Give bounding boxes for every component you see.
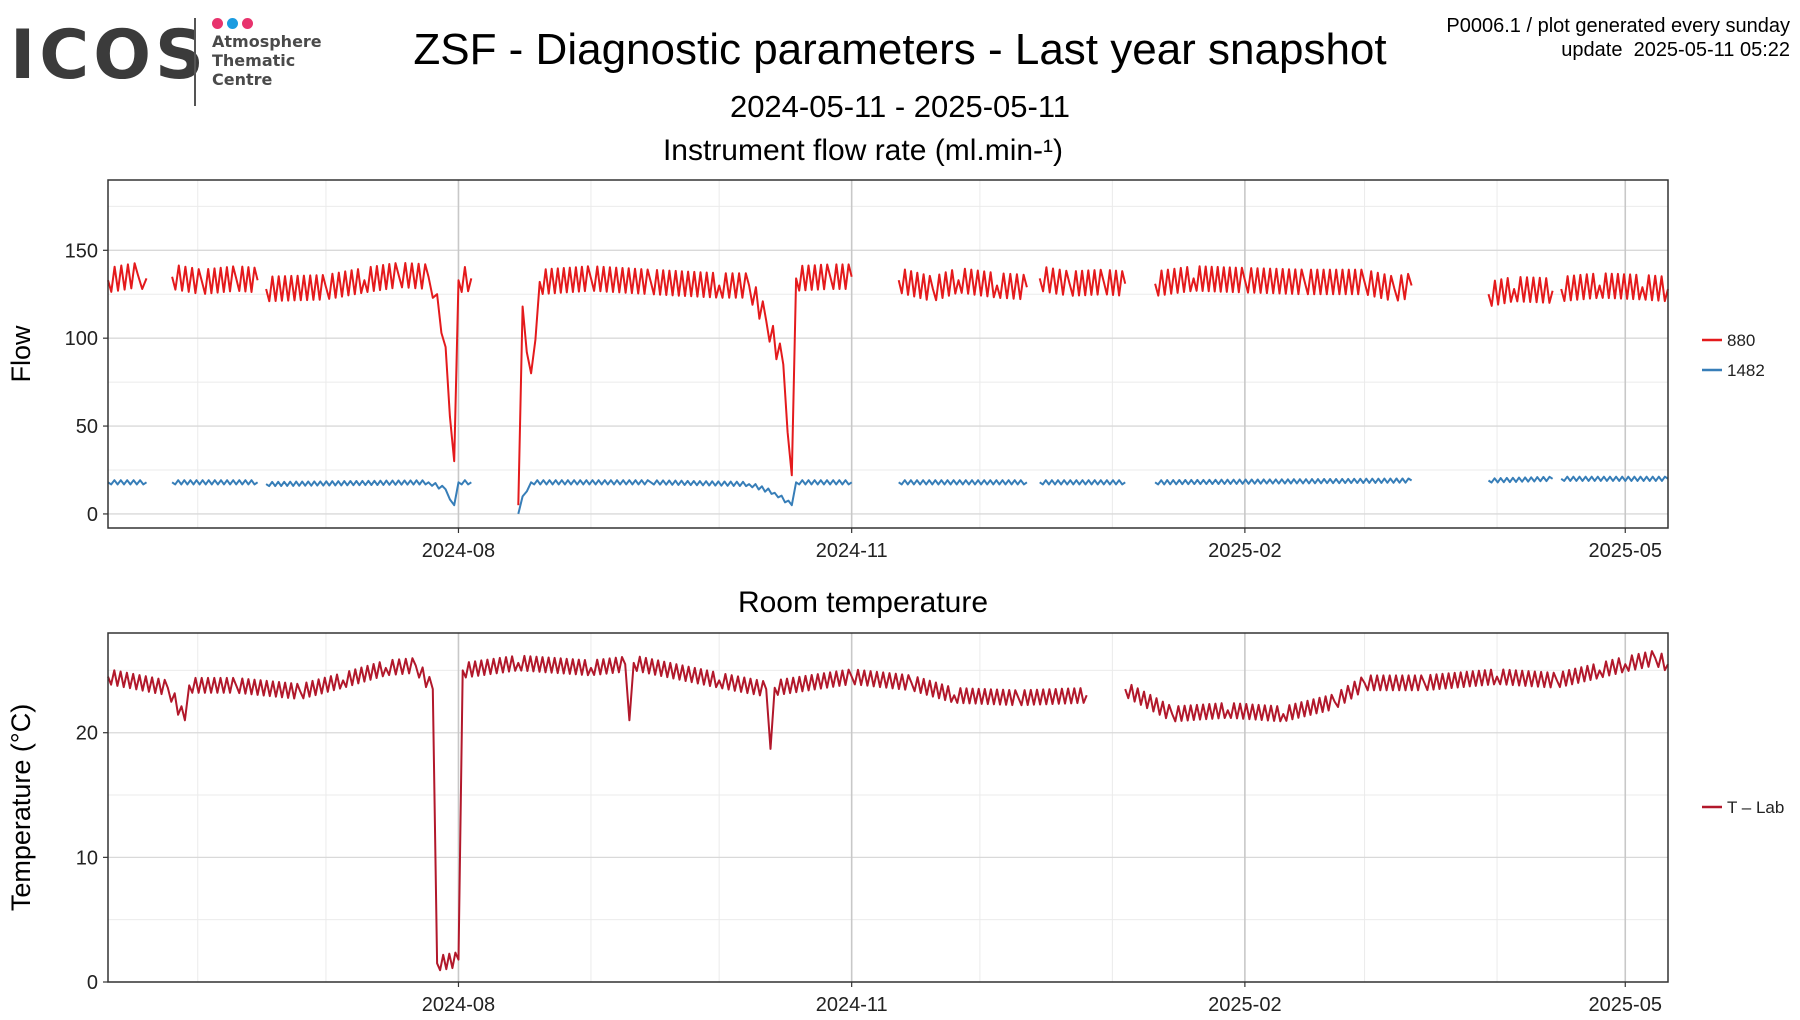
series-line	[1487, 276, 1554, 307]
logo-line: Thematic	[212, 51, 296, 70]
icos-logo: ICOS Atmosphere Thematic Centre	[10, 12, 340, 112]
series-line	[1560, 475, 1669, 482]
x-tick-label: 2024-08	[422, 540, 495, 562]
x-tick-label: 2025-02	[1208, 994, 1281, 1016]
series-line	[1039, 479, 1126, 486]
series-880	[107, 262, 1669, 506]
series-line	[171, 264, 259, 295]
series-line	[107, 262, 148, 293]
y-tick-label: 100	[65, 328, 98, 350]
logo-divider	[194, 18, 196, 106]
series-line	[897, 267, 1028, 302]
series-T-–-Lab	[107, 650, 1669, 972]
legend-label: 1482	[1727, 361, 1765, 380]
series-line	[1560, 272, 1669, 303]
x-tick-label: 2024-11	[816, 540, 888, 562]
x-tick-label: 2025-05	[1589, 540, 1662, 562]
date-range: 2024-05-11 - 2025-05-11	[729, 89, 1071, 124]
x-tick-label: 2024-11	[816, 994, 888, 1016]
plot-border	[107, 179, 1669, 529]
series-line	[898, 479, 1028, 486]
legend-label: 880	[1727, 331, 1755, 350]
plot-background	[108, 180, 1668, 528]
y-tick-label: 20	[76, 723, 98, 745]
x-tick-label: 2025-02	[1208, 540, 1281, 562]
y-axis-label: Temperature (°C)	[6, 704, 36, 911]
y-tick-label: 0	[87, 972, 98, 994]
x-tick-label: 2024-08	[422, 994, 495, 1016]
y-axis-label: Flow	[6, 325, 36, 383]
series-line	[171, 479, 259, 486]
logo-line: Atmosphere	[212, 32, 322, 51]
series-line	[107, 654, 1088, 972]
logo-dots	[212, 16, 257, 30]
chart-panel-2: 0 10 20 2024-08 2024-11 2025-02 2025-05 T – Lab…	[6, 586, 1784, 1016]
logo-dot	[212, 18, 223, 29]
plot-meta: P0006.1 / plot generated every sunday up…	[1446, 14, 1790, 62]
logo-subtitle: Atmosphere Thematic Centre	[212, 32, 322, 89]
series-line	[265, 479, 472, 507]
chart-panel-1: 0 50 100 150 2024-08 2024-11 2025-02 2025-05 880…	[6, 134, 1765, 562]
series-line	[1154, 265, 1413, 302]
page-title: ZSF - Diagnostic parameters - Last year …	[413, 25, 1387, 74]
meta-line-update: update 2025-05-11 05:22	[1561, 39, 1790, 61]
series-line	[517, 263, 853, 506]
series-1482	[107, 475, 1669, 515]
y-tick-label: 10	[76, 847, 98, 869]
logo-dot	[242, 18, 253, 29]
series-line	[1154, 477, 1413, 486]
plot-border	[107, 632, 1669, 983]
series-line	[107, 479, 148, 486]
logo-line: Centre	[212, 70, 273, 89]
y-tick-label: 50	[76, 416, 98, 438]
y-tick-label: 150	[65, 240, 98, 262]
series-line	[265, 262, 473, 463]
logo-dot	[227, 18, 238, 29]
meta-line-generated: P0006.1 / plot generated every sunday	[1446, 15, 1790, 37]
y-tick-label: 0	[87, 504, 98, 526]
series-line	[1124, 650, 1669, 723]
series-line	[517, 479, 853, 515]
logo-wordmark: ICOS	[10, 16, 208, 95]
plot-background	[108, 633, 1668, 982]
x-tick-label: 2025-05	[1589, 994, 1662, 1016]
series-line	[1487, 475, 1554, 484]
chart-title: Room temperature	[738, 586, 988, 619]
series-line	[1038, 266, 1127, 297]
chart-title: Instrument flow rate (ml.min-¹)	[663, 134, 1063, 167]
legend-label: T – Lab	[1727, 798, 1784, 817]
